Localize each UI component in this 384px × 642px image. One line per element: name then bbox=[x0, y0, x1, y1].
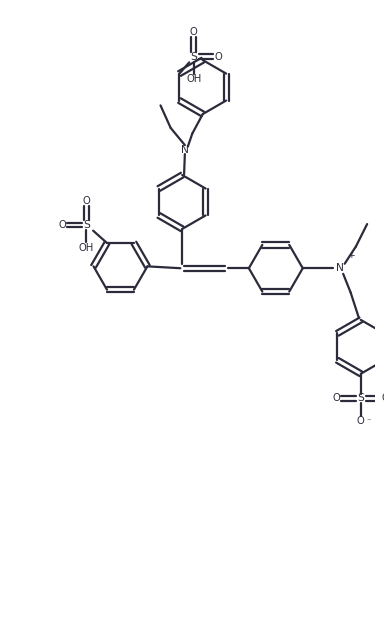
Text: N: N bbox=[181, 144, 189, 155]
Text: S: S bbox=[190, 52, 197, 62]
Text: O: O bbox=[190, 28, 198, 37]
Text: N: N bbox=[336, 263, 344, 273]
Text: OH: OH bbox=[79, 243, 94, 252]
Text: +: + bbox=[347, 251, 355, 260]
Text: ⁻: ⁻ bbox=[367, 417, 371, 426]
Text: O: O bbox=[214, 52, 222, 62]
Text: O: O bbox=[58, 220, 66, 230]
Text: O: O bbox=[83, 196, 90, 205]
Text: O: O bbox=[381, 393, 384, 403]
Text: OH: OH bbox=[186, 74, 201, 84]
Text: S: S bbox=[358, 393, 364, 403]
Text: O: O bbox=[357, 416, 365, 426]
Text: S: S bbox=[83, 220, 90, 230]
Text: O: O bbox=[333, 393, 340, 403]
